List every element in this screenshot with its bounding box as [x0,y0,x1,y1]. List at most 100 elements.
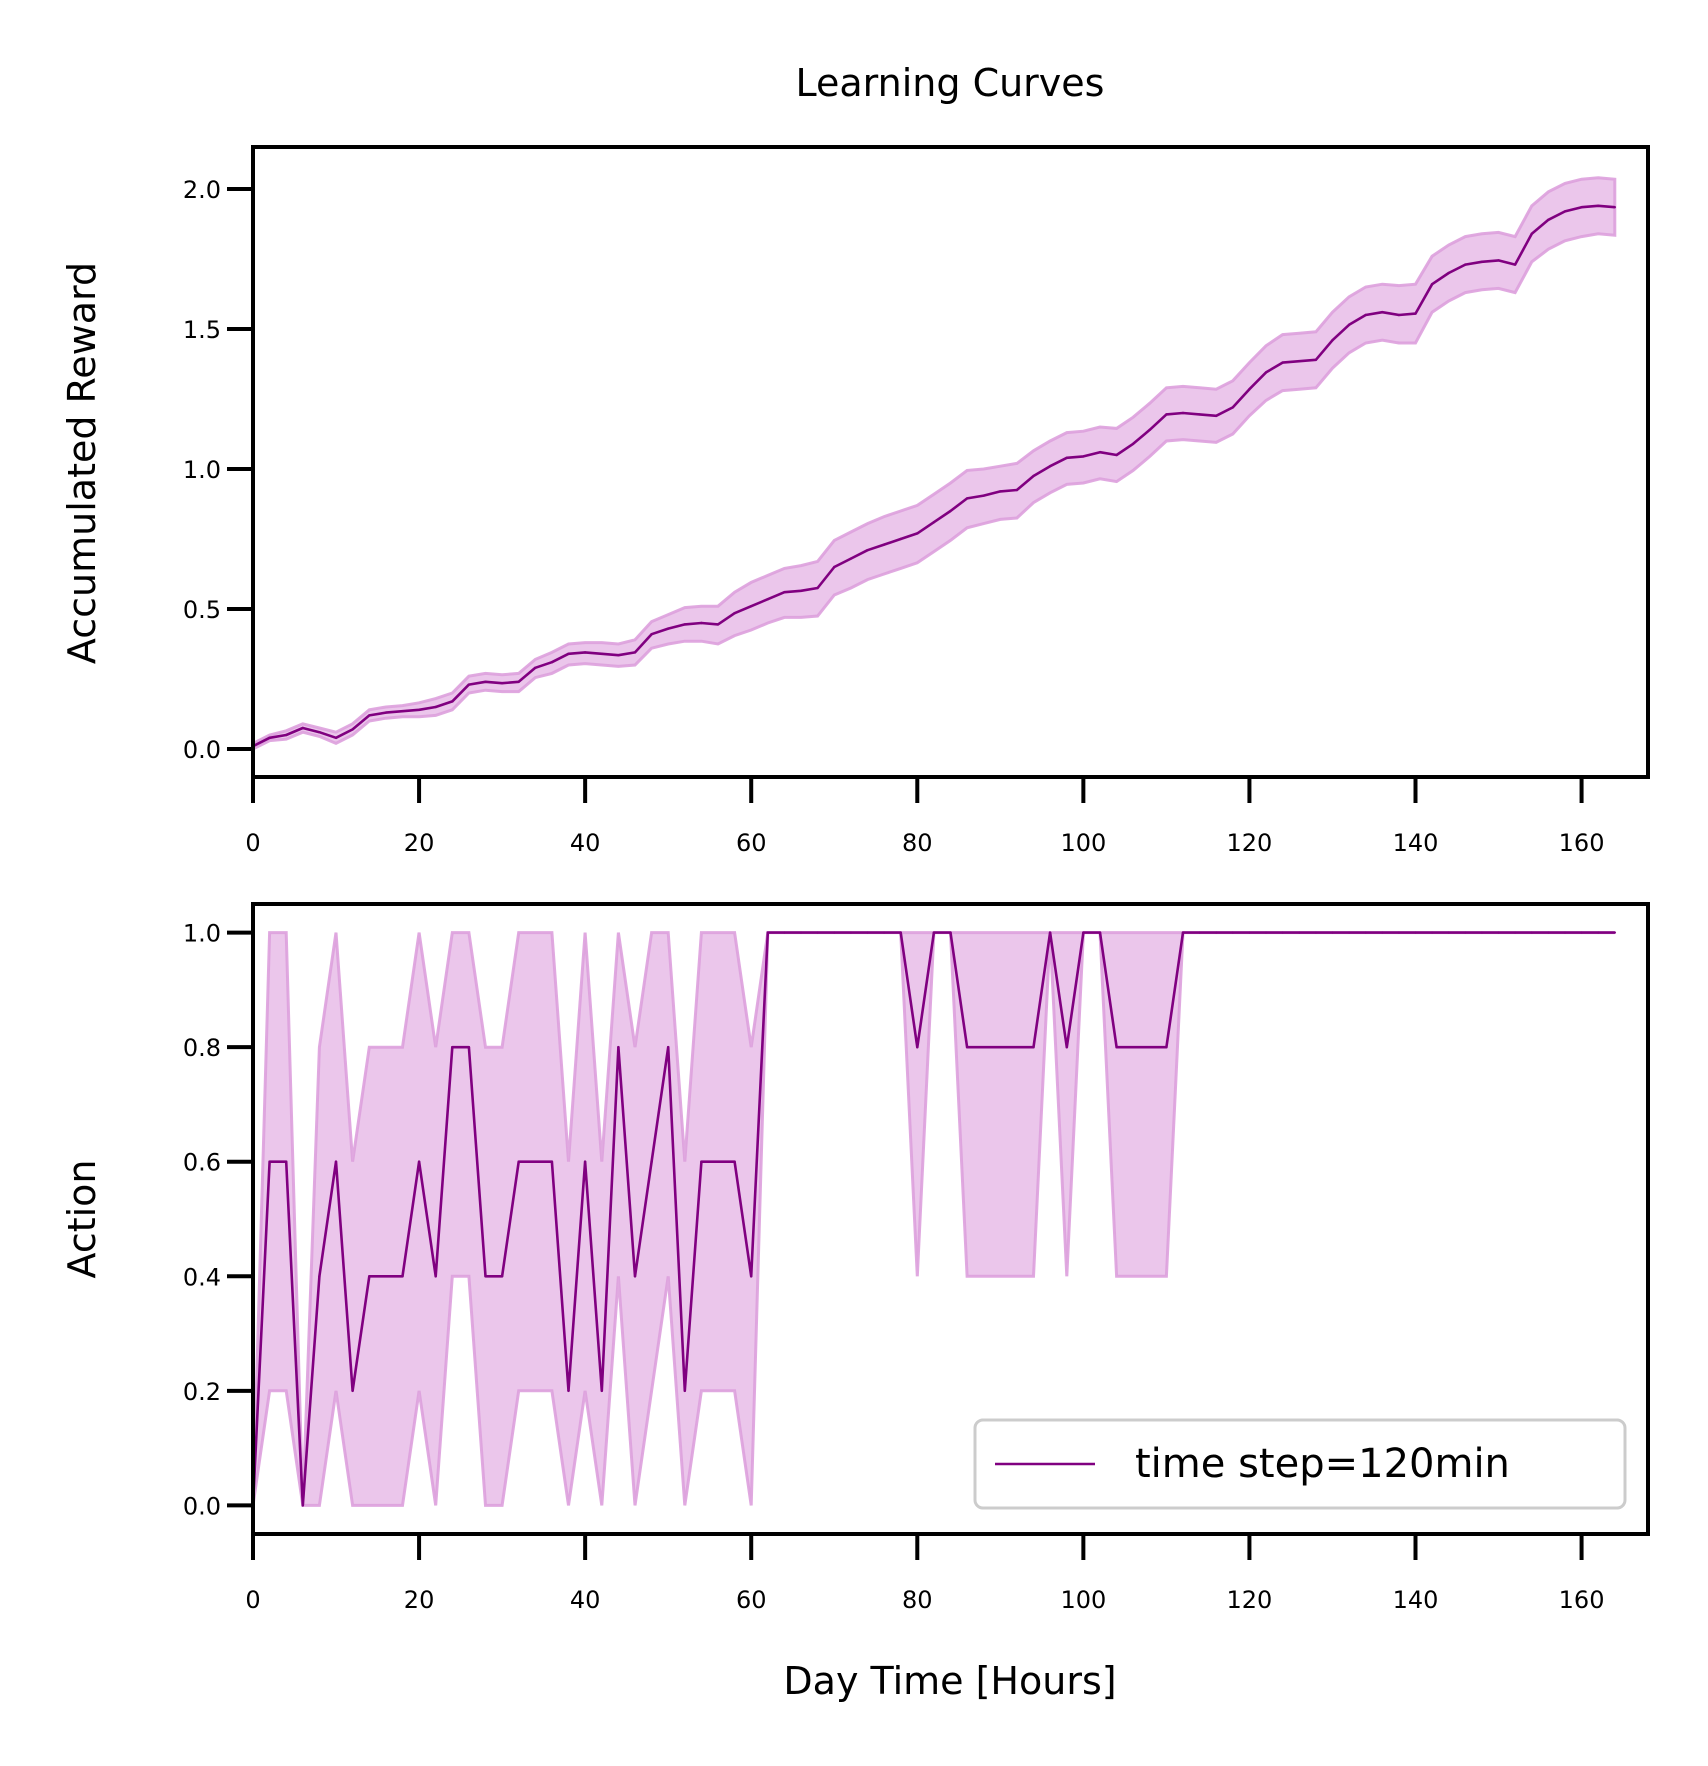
data-point [1513,263,1517,266]
y-tick-label: 1.0 [183,920,221,948]
data-point [1580,931,1583,934]
data-point [1480,260,1484,263]
data-point [1513,931,1517,934]
data-point [1082,455,1085,458]
x-tick-label: 80 [902,829,933,857]
data-point [1231,406,1235,409]
x-tick-label: 0 [245,1586,260,1614]
data-point [916,1046,919,1049]
data-point [1430,931,1434,934]
data-point [1414,312,1417,315]
confidence-band [251,176,1617,752]
data-point [285,733,288,737]
x-tick-label: 160 [1559,829,1605,857]
x-tick-label: 20 [404,1586,435,1614]
data-point [334,736,338,739]
y-tick-label: 0.0 [183,736,221,764]
data-point [384,711,388,714]
reward-line-layer [251,204,1617,748]
data-point [1098,931,1102,934]
action-x-ticks: 0 20 40 60 80 100 120 140 160 [245,1534,1604,1614]
data-point [1148,1046,1152,1049]
data-point [716,623,720,626]
data-point [1530,931,1534,934]
data-point [733,1160,736,1163]
x-tick-label: 60 [736,1586,767,1614]
data-point [1381,311,1384,314]
data-point [417,708,421,711]
data-point [783,591,786,594]
data-point [965,497,969,500]
data-point [1597,204,1600,207]
data-point [816,586,819,590]
y-tick-label: 0.5 [183,596,221,624]
data-point [1181,931,1185,934]
data-point [567,1389,570,1393]
data-point [1065,456,1069,459]
data-point [1414,931,1417,934]
x-tick-label: 0 [245,829,260,857]
data-point [1015,488,1019,492]
data-point [633,651,637,654]
data-point [484,680,487,683]
data-point [351,728,354,731]
data-point [351,1389,354,1393]
data-point [1530,232,1534,235]
data-point [268,1160,271,1163]
data-point [550,1160,554,1163]
data-point [1248,388,1251,391]
data-point [882,931,886,934]
action-y-axis-label: Action [60,1159,104,1278]
data-point [500,1275,504,1278]
data-point [301,1504,304,1507]
y-tick-label: 0.8 [183,1034,221,1062]
data-point [401,1275,404,1278]
data-point [1464,263,1467,266]
x-tick-label: 100 [1060,1586,1106,1614]
x-tick-label: 60 [736,829,767,857]
x-tick-label: 100 [1060,829,1106,857]
data-point [1364,931,1367,934]
data-point [600,652,603,655]
data-point [1298,360,1301,363]
action-panel: 0 20 40 60 80 100 120 140 160 0.0 0.2 0.4 0.6 0.8 1.0… [60,902,1650,1703]
y-tick-label: 2.0 [183,176,221,204]
data-point [899,537,902,541]
data-point [1497,259,1500,262]
data-point [318,1275,321,1278]
data-point [368,714,371,717]
data-point [401,710,404,713]
data-point [617,654,620,657]
y-tick-label: 0.4 [183,1263,221,1291]
data-point [733,612,736,615]
data-point [1281,931,1284,934]
data-point [1597,931,1600,934]
data-point [384,1275,388,1278]
data-point [866,931,869,934]
data-point [1248,931,1251,934]
data-point [799,589,803,592]
data-point [1115,1046,1118,1049]
data-point [1547,931,1550,934]
data-point [1115,453,1118,457]
data-point [982,1046,985,1049]
data-point [451,1046,454,1049]
data-point [1314,358,1318,361]
data-point [451,700,454,703]
data-point [301,726,304,730]
reward-y-ticks: 0.0 0.5 1.0 1.5 2.0 [183,176,253,764]
data-point [766,931,769,934]
data-point [1181,411,1185,415]
data-point [667,627,670,630]
x-tick-label: 140 [1393,829,1439,857]
data-point [849,931,853,934]
data-point [1364,313,1367,317]
data-point [1480,931,1484,934]
data-point [1165,413,1168,416]
data-point [999,1046,1002,1049]
legend-box [973,1418,1627,1510]
data-point [916,532,919,535]
data-point [1048,465,1052,468]
x-tick-label: 140 [1393,1586,1439,1614]
data-point [1215,414,1218,417]
